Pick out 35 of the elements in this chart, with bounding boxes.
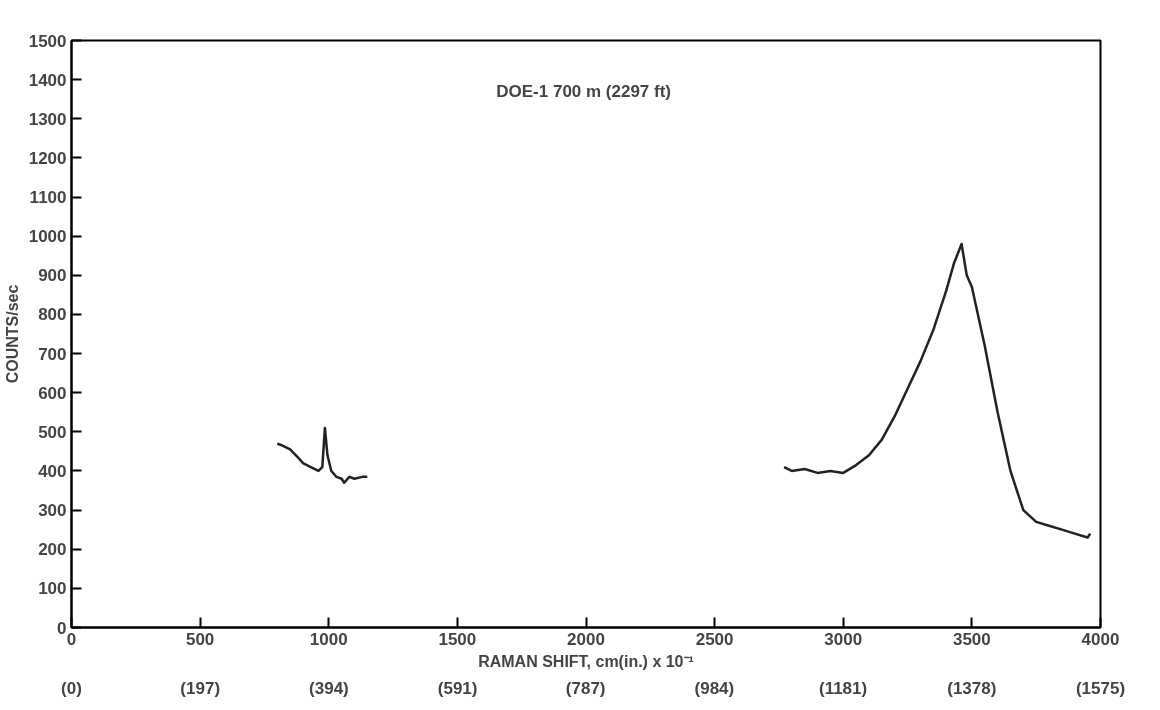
y-tick-label: 300 [38, 501, 67, 521]
y-tick-label: 900 [38, 266, 67, 286]
x-tick-label: 1500 [438, 629, 477, 649]
x2-tick-label: (1575) [1075, 678, 1126, 698]
y-tick-label: 400 [38, 461, 67, 481]
y-tick-label: 200 [38, 540, 67, 560]
x-tick-label: 2000 [567, 629, 605, 649]
y-tick-label: 800 [38, 305, 67, 325]
x2-tick-label: (1378) [947, 678, 997, 698]
x-tick-label: 4000 [1081, 629, 1120, 649]
y-tick-label: 100 [38, 579, 67, 599]
y-tick-label: 1300 [28, 109, 67, 129]
x2-tick-label: (394) [309, 678, 349, 698]
x-tick-label: 3000 [824, 629, 863, 649]
y-tick-label: 600 [38, 383, 67, 403]
x2-tick-label: (197) [180, 678, 221, 698]
x2-tick-label: (787) [565, 678, 606, 698]
y-tick-label: 1500 [28, 31, 67, 51]
y-tick-label: 1400 [28, 70, 67, 90]
x-tick-label: 2500 [695, 629, 734, 649]
x2-tick-label: (984) [694, 678, 735, 698]
x-tick-label: 1000 [309, 629, 348, 649]
x-tick-label: 500 [185, 629, 215, 649]
x2-tick-label: (591) [437, 678, 478, 698]
x2-tick-label: (1181) [818, 678, 868, 698]
y-tick-label: 1200 [28, 148, 67, 168]
y-tick-label: 500 [38, 422, 67, 442]
text: DOE-1 700 m (2297 ft) [496, 81, 672, 101]
x2-tick-label: (0) [61, 678, 82, 698]
y-axis-title: COUNTS/sec [3, 284, 21, 384]
y-tick-label: 700 [38, 344, 67, 364]
x-axis-title: RAMAN SHIFT, cm(in.) x 10⁻¹ [478, 652, 694, 670]
y-tick-label: 1100 [29, 188, 67, 208]
x-tick-label: 3500 [952, 629, 991, 649]
y-tick-label: 1000 [28, 227, 67, 247]
